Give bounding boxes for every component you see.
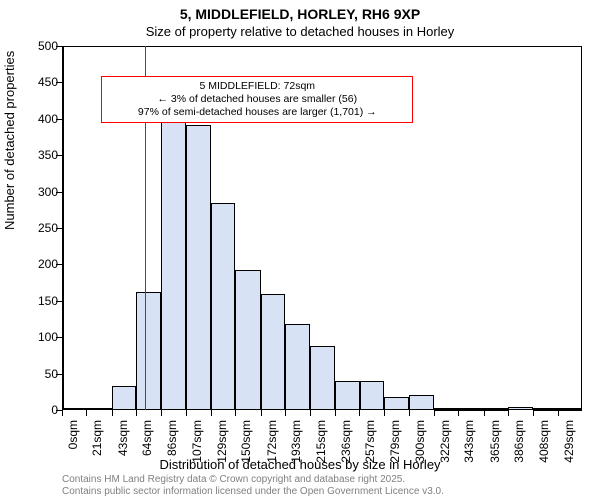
histogram-bar <box>86 408 111 410</box>
histogram-bar <box>211 203 235 410</box>
x-tick-label: 215sqm <box>314 420 328 500</box>
x-tick-label: 43sqm <box>116 420 130 500</box>
histogram-bar <box>62 408 86 410</box>
x-tick-mark <box>458 410 459 416</box>
x-tick-mark <box>136 410 137 416</box>
y-tick-label: 200 <box>18 257 58 271</box>
chart-title-line1: 5, MIDDLEFIELD, HORLEY, RH6 9XP <box>0 6 600 22</box>
histogram-bar <box>434 409 458 411</box>
x-tick-label: 21sqm <box>90 420 104 500</box>
x-tick-label: 429sqm <box>562 420 576 500</box>
histogram-bar <box>235 270 260 410</box>
y-tick-mark <box>56 374 62 375</box>
x-tick-label: 300sqm <box>413 420 427 500</box>
y-tick-mark <box>56 301 62 302</box>
histogram-bar <box>533 409 557 411</box>
x-tick-mark <box>409 410 410 416</box>
x-tick-label: 408sqm <box>537 420 551 500</box>
histogram-bar <box>285 324 310 410</box>
histogram-bar <box>261 294 285 410</box>
y-tick-mark <box>56 192 62 193</box>
y-tick-label: 100 <box>18 330 58 344</box>
x-tick-mark <box>211 410 212 416</box>
y-tick-mark <box>56 82 62 83</box>
x-tick-mark <box>434 410 435 416</box>
x-tick-mark <box>335 410 336 416</box>
x-tick-label: 107sqm <box>190 420 204 500</box>
x-tick-label: 0sqm <box>66 420 80 500</box>
x-tick-label: 172sqm <box>265 420 279 500</box>
x-tick-mark <box>384 410 385 416</box>
histogram-bar <box>161 106 185 410</box>
x-tick-mark <box>508 410 509 416</box>
histogram-bar <box>360 381 384 410</box>
histogram-bar <box>186 125 211 410</box>
x-tick-label: 386sqm <box>512 420 526 500</box>
x-tick-mark <box>86 410 87 416</box>
x-tick-label: 64sqm <box>140 420 154 500</box>
x-tick-label: 236sqm <box>339 420 353 500</box>
histogram-bar <box>335 381 360 410</box>
x-tick-label: 150sqm <box>239 420 253 500</box>
x-tick-mark <box>112 410 113 416</box>
y-tick-label: 300 <box>18 185 58 199</box>
x-tick-mark <box>558 410 559 416</box>
histogram-bar <box>409 395 434 410</box>
y-tick-mark <box>56 119 62 120</box>
y-tick-mark <box>56 228 62 229</box>
y-axis-label: Number of detached properties <box>2 51 17 230</box>
y-tick-mark <box>56 155 62 156</box>
y-tick-label: 400 <box>18 112 58 126</box>
x-tick-mark <box>186 410 187 416</box>
x-tick-mark <box>484 410 485 416</box>
x-tick-label: 193sqm <box>289 420 303 500</box>
y-tick-label: 0 <box>18 403 58 417</box>
annotation-box: 5 MIDDLEFIELD: 72sqm← 3% of detached hou… <box>101 76 413 123</box>
histogram-bar <box>310 346 334 410</box>
annotation-line2: ← 3% of detached houses are smaller (56) <box>108 93 406 106</box>
y-tick-mark <box>56 46 62 47</box>
x-tick-mark <box>533 410 534 416</box>
y-tick-mark <box>56 264 62 265</box>
x-tick-label: 343sqm <box>462 420 476 500</box>
histogram-bar <box>136 292 161 410</box>
chart-title-line2: Size of property relative to detached ho… <box>0 24 600 39</box>
x-tick-mark <box>161 410 162 416</box>
histogram-bar <box>558 409 582 411</box>
x-tick-mark <box>310 410 311 416</box>
x-tick-label: 365sqm <box>488 420 502 500</box>
histogram-bar <box>458 409 483 411</box>
annotation-line3: 97% of semi-detached houses are larger (… <box>108 106 406 119</box>
x-tick-label: 129sqm <box>215 420 229 500</box>
histogram-bar <box>484 409 508 411</box>
y-tick-label: 250 <box>18 221 58 235</box>
histogram-bar <box>384 397 408 410</box>
histogram-bar <box>112 386 136 410</box>
x-tick-mark <box>261 410 262 416</box>
x-tick-mark <box>235 410 236 416</box>
y-tick-label: 500 <box>18 39 58 53</box>
x-tick-mark <box>359 410 360 416</box>
x-tick-label: 257sqm <box>363 420 377 500</box>
annotation-line1: 5 MIDDLEFIELD: 72sqm <box>108 80 406 93</box>
histogram-bar <box>508 407 533 410</box>
x-tick-mark <box>285 410 286 416</box>
x-tick-label: 322sqm <box>438 420 452 500</box>
y-tick-label: 350 <box>18 148 58 162</box>
x-tick-label: 86sqm <box>165 420 179 500</box>
y-tick-mark <box>56 337 62 338</box>
x-tick-label: 279sqm <box>388 420 402 500</box>
y-tick-label: 50 <box>18 367 58 381</box>
y-tick-label: 450 <box>18 75 58 89</box>
x-tick-mark <box>62 410 63 416</box>
y-tick-label: 150 <box>18 294 58 308</box>
